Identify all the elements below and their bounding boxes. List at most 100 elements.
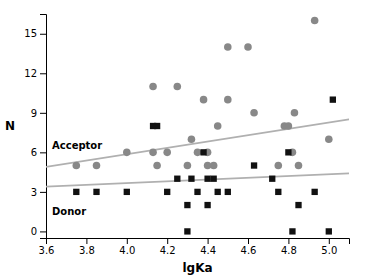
y-tick-mark	[40, 73, 46, 74]
circle-point	[210, 162, 218, 170]
annotation: Acceptor	[52, 140, 102, 151]
circle-point	[200, 96, 208, 104]
x-tick-mark	[86, 238, 87, 244]
point-series	[73, 96, 336, 234]
x-tick: 4.4	[200, 238, 216, 256]
circle-point	[149, 83, 157, 91]
x-tick-mark	[288, 238, 289, 244]
circle-point	[285, 122, 293, 130]
square-point	[204, 176, 210, 182]
y-tick: 6	[31, 147, 46, 158]
square-point	[210, 176, 216, 182]
x-tick-mark	[127, 238, 128, 244]
y-axis: 0 3 6 9 12 15	[24, 15, 46, 239]
x-tick-label: 3.8	[79, 245, 95, 256]
square-point	[285, 149, 291, 155]
circle-point	[184, 162, 192, 170]
square-point	[73, 189, 79, 195]
circle-point	[73, 162, 81, 170]
square-point	[188, 176, 194, 182]
square-point	[200, 149, 206, 155]
x-tick-label: 4.8	[281, 245, 297, 256]
circle-point	[163, 149, 171, 157]
circle-point	[244, 43, 252, 51]
circle-point	[250, 109, 258, 117]
square-point	[225, 189, 231, 195]
x-tick-mark	[167, 238, 168, 244]
x-tick-label: 3.6	[39, 245, 55, 256]
x-tick: 4.2	[160, 238, 176, 256]
x-tick: 4.6	[241, 238, 257, 256]
point-series	[73, 17, 333, 170]
y-tick-mark	[40, 34, 46, 35]
square-point	[295, 202, 301, 208]
x-tick-label: 4.6	[241, 245, 257, 256]
x-tick: 4.8	[281, 238, 297, 256]
square-point	[164, 189, 170, 195]
y-tick-label: 9	[31, 108, 37, 119]
circle-point	[153, 162, 161, 170]
y-tick-label: 0	[31, 226, 37, 237]
trend-line	[46, 119, 349, 166]
y-tick-label: 15	[24, 28, 37, 39]
x-tick: 3.6	[39, 238, 55, 256]
y-tick-label: 12	[24, 68, 37, 79]
square-point	[326, 228, 332, 234]
x-tick-label: 4.0	[119, 245, 135, 256]
plot: 3.6 3.8 4.0 4.2 4.4 4.6 4.8 5.0 0 3 6 9 12 15 Acceptor…	[5, 15, 350, 276]
circle-point	[93, 162, 101, 170]
marks	[46, 17, 349, 235]
circle-point	[291, 109, 299, 117]
chart: 3.6 3.8 4.0 4.2 4.4 4.6 4.8 5.0 0 3 6 9 12 15 Acceptor…	[0, 0, 365, 280]
x-tick-mark	[329, 238, 330, 244]
square-point	[154, 123, 160, 129]
y-axis-line	[40, 15, 47, 239]
square-point	[269, 176, 275, 182]
y-tick-mark	[40, 113, 46, 114]
square-point	[184, 228, 190, 234]
y-tick-mark	[40, 231, 46, 232]
x-tick: 4.0	[119, 238, 135, 256]
x-axis-label: lgKa	[182, 261, 212, 275]
circle-point	[174, 83, 182, 91]
circle-point	[275, 162, 283, 170]
x-tick-mark	[208, 238, 209, 244]
x-tick: 3.8	[79, 238, 95, 256]
y-axis-label: N	[5, 119, 15, 133]
circle-point	[311, 17, 319, 25]
y-tick: 0	[31, 226, 46, 237]
square-point	[184, 202, 190, 208]
square-point	[251, 162, 257, 168]
x-tick-label: 4.2	[160, 245, 176, 256]
y-tick-label: 6	[31, 147, 37, 158]
x-tick-label: 5.0	[321, 245, 337, 256]
square-point	[194, 189, 200, 195]
y-tick: 12	[24, 68, 46, 79]
trend-line	[46, 173, 349, 186]
y-tick-mark	[40, 192, 46, 193]
square-point	[215, 189, 221, 195]
circle-point	[149, 149, 157, 157]
square-point	[124, 189, 130, 195]
circle-point	[214, 122, 222, 130]
circle-point	[325, 135, 333, 143]
circle-point	[295, 162, 303, 170]
square-point	[204, 202, 210, 208]
x-tick-mark	[248, 238, 249, 244]
square-point	[311, 189, 317, 195]
circle-point	[194, 149, 202, 157]
y-tick: 9	[31, 108, 46, 119]
x-axis: 3.6 3.8 4.0 4.2 4.4 4.6 4.8 5.0	[39, 238, 350, 256]
y-tick-mark	[40, 152, 46, 153]
y-tick: 3	[31, 187, 46, 198]
circle-point	[224, 96, 232, 104]
square-point	[289, 228, 295, 234]
x-tick-label: 4.4	[200, 245, 216, 256]
annotation: Donor	[52, 206, 86, 217]
square-point	[330, 96, 336, 102]
x-axis-line	[47, 239, 350, 245]
y-tick-label: 3	[31, 187, 37, 198]
square-point	[93, 189, 99, 195]
circle-point	[224, 43, 232, 51]
y-tick: 15	[24, 28, 46, 39]
